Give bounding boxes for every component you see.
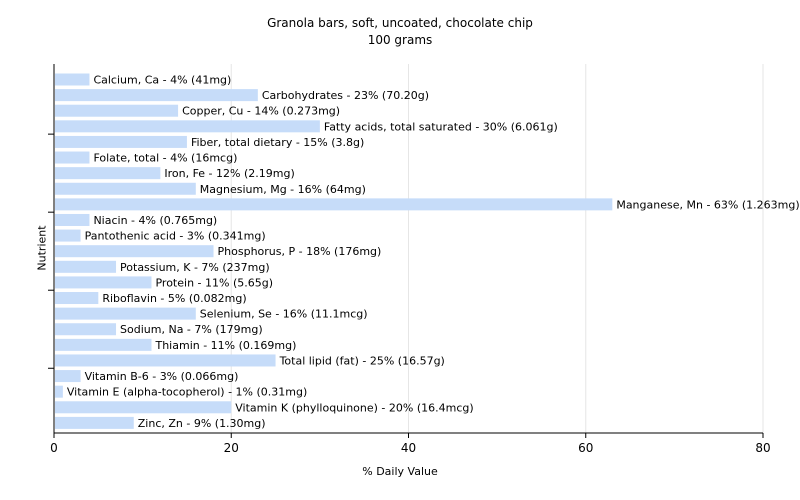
bar-label: Vitamin K (phylloquinone) - 20% (16.4mcg…	[235, 401, 473, 414]
bar-label: Vitamin B-6 - 3% (0.066mg)	[85, 370, 239, 383]
bar-label: Niacin - 4% (0.765mg)	[93, 214, 217, 227]
bar	[55, 213, 90, 226]
chart-subtitle: 100 grams	[367, 33, 433, 47]
bar	[55, 245, 214, 258]
bar	[55, 73, 90, 86]
bar	[55, 167, 161, 180]
bar-label: Iron, Fe - 12% (2.19mg)	[164, 167, 294, 180]
bar-label: Riboflavin - 5% (0.082mg)	[102, 292, 246, 305]
bar-label: Carbohydrates - 23% (70.20g)	[262, 89, 429, 102]
bar-label: Selenium, Se - 16% (11.1mcg)	[200, 308, 368, 321]
x-tick-label: 60	[578, 441, 593, 455]
bar	[55, 151, 90, 164]
bar-label: Thiamin - 11% (0.169mg)	[154, 339, 296, 352]
bar-label: Magnesium, Mg - 16% (64mg)	[200, 183, 366, 196]
x-tick-label: 20	[224, 441, 239, 455]
bar	[55, 120, 320, 133]
bar-label: Potassium, K - 7% (237mg)	[120, 261, 270, 274]
bar	[55, 276, 152, 289]
x-tick-label: 80	[755, 441, 770, 455]
bar-label: Manganese, Mn - 63% (1.263mg)	[616, 198, 799, 211]
bar	[55, 292, 99, 305]
bar-label: Fatty acids, total saturated - 30% (6.06…	[324, 120, 558, 133]
bar	[55, 307, 196, 320]
bar	[55, 370, 81, 383]
bar	[55, 354, 276, 367]
bar-label: Phosphorus, P - 18% (176mg)	[218, 245, 382, 258]
bar-label: Fiber, total dietary - 15% (3.8g)	[191, 136, 364, 149]
x-tick-label: 0	[50, 441, 58, 455]
chart-title: Granola bars, soft, uncoated, chocolate …	[267, 16, 533, 30]
bar-label: Total lipid (fat) - 25% (16.57g)	[279, 354, 445, 367]
bar	[55, 401, 232, 414]
bar-label: Zinc, Zn - 9% (1.30mg)	[138, 417, 266, 430]
bar	[55, 89, 258, 102]
bar-label: Calcium, Ca - 4% (41mg)	[93, 74, 231, 87]
bar	[55, 416, 134, 429]
bar-label: Sodium, Na - 7% (179mg)	[120, 323, 263, 336]
bar	[55, 260, 117, 273]
bars: Calcium, Ca - 4% (41mg) Carbohydrates - 2…	[55, 73, 800, 430]
bar	[55, 198, 613, 211]
bar	[55, 229, 81, 242]
bar-label: Protein - 11% (5.65g)	[155, 276, 273, 289]
bar	[55, 182, 196, 195]
bar	[55, 135, 187, 148]
bar-label: Vitamin E (alpha-tocopherol) - 1% (0.31m…	[67, 386, 307, 399]
bar-label: Folate, total - 4% (16mcg)	[93, 152, 237, 165]
bar	[55, 323, 117, 336]
axes: 0 20 40 60 80	[48, 64, 771, 455]
bar-label: Pantothenic acid - 3% (0.341mg)	[85, 230, 266, 243]
x-tick-label: 40	[401, 441, 416, 455]
bar-label: Copper, Cu - 14% (0.273mg)	[182, 105, 340, 118]
bar	[55, 104, 179, 117]
x-axis-label: % Daily Value	[362, 465, 438, 478]
bar	[55, 338, 152, 351]
bar	[55, 385, 63, 398]
y-axis-label: Nutrient	[35, 225, 49, 271]
